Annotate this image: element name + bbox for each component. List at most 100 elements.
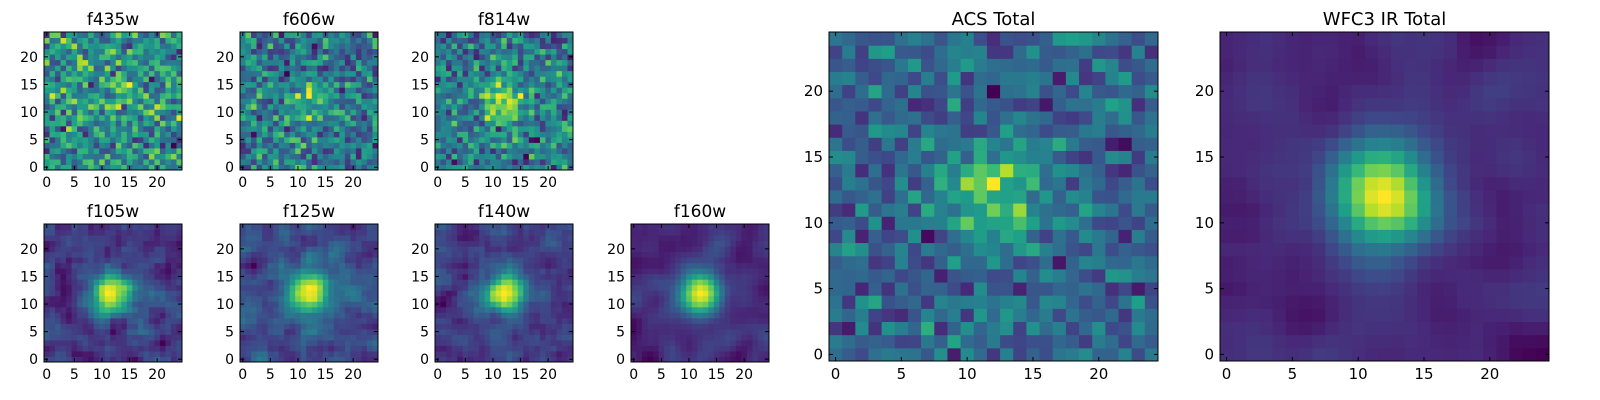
heatmap-cell — [245, 142, 252, 149]
panel-title: f814w — [478, 10, 530, 30]
heatmap-cell — [159, 81, 166, 88]
heatmap-cell — [741, 251, 748, 258]
heatmap-cell — [473, 147, 480, 154]
heatmap-cell — [1092, 242, 1106, 257]
heatmap-cell — [451, 323, 458, 330]
heatmap-cell — [245, 125, 252, 132]
heatmap-cell — [741, 295, 748, 302]
heatmap-cell — [350, 125, 357, 132]
heatmap-cell — [473, 48, 480, 55]
heatmap-cell — [251, 306, 258, 313]
heatmap-cell — [567, 92, 574, 99]
heatmap-cell — [110, 120, 117, 127]
heatmap-cell — [550, 114, 557, 121]
heatmap-cell — [669, 257, 676, 264]
x-tick-label: 20 — [344, 367, 362, 383]
heatmap-cell — [82, 164, 89, 171]
heatmap-cell — [446, 54, 453, 61]
heatmap-cell — [366, 131, 373, 138]
heatmap-cell — [159, 323, 166, 330]
heatmap-cell — [545, 235, 552, 242]
heatmap-cell — [653, 290, 660, 297]
heatmap-cell — [148, 284, 155, 291]
heatmap-cell — [251, 98, 258, 105]
heatmap-cell — [730, 350, 737, 357]
heatmap-cell — [251, 229, 258, 236]
heatmap-cell — [675, 301, 682, 308]
heatmap-cell — [333, 142, 340, 149]
heatmap-cell — [724, 273, 731, 280]
heatmap-cell — [154, 76, 161, 83]
heatmap-cell — [240, 268, 247, 275]
heatmap-cell — [88, 306, 95, 313]
heatmap-cell — [451, 54, 458, 61]
x-tick-label: 20 — [344, 175, 362, 191]
heatmap-cell — [556, 339, 563, 346]
heatmap-cell — [763, 240, 770, 247]
heatmap-cell — [344, 295, 351, 302]
heatmap-cell — [251, 323, 258, 330]
heatmap-cell — [143, 334, 150, 341]
x-tick-label: 5 — [461, 367, 470, 383]
heatmap-cell — [440, 48, 447, 55]
heatmap-cell — [88, 136, 95, 143]
heatmap-cell — [284, 317, 291, 324]
heatmap-cell — [88, 240, 95, 247]
heatmap-cell — [137, 147, 144, 154]
heatmap-cell — [934, 347, 948, 362]
heatmap-cell — [333, 131, 340, 138]
heatmap-cell — [567, 76, 574, 83]
heatmap-cell — [361, 312, 368, 319]
heatmap-cell — [484, 125, 491, 132]
heatmap-cell — [653, 235, 660, 242]
heatmap-cell — [752, 262, 759, 269]
heatmap-cell — [512, 273, 519, 280]
heatmap-cell — [523, 92, 530, 99]
heatmap-cell — [561, 235, 568, 242]
heatmap-cell — [361, 120, 368, 127]
heatmap-cell — [473, 317, 480, 324]
heatmap-cell — [829, 334, 843, 349]
heatmap-cell — [675, 345, 682, 352]
heatmap-cell — [126, 54, 133, 61]
heatmap-cell — [361, 339, 368, 346]
heatmap-cell — [1118, 189, 1133, 204]
heatmap-cell — [653, 301, 660, 308]
heatmap-cell — [534, 158, 541, 165]
heatmap-cell — [295, 350, 302, 357]
heatmap-cell — [110, 48, 117, 55]
heatmap-cell — [251, 59, 258, 66]
heatmap-cell — [328, 328, 335, 335]
heatmap-cell — [512, 37, 519, 44]
heatmap-cell — [295, 92, 302, 99]
heatmap-cell — [523, 59, 530, 66]
heatmap-cell — [468, 224, 475, 231]
heatmap-cell — [170, 306, 177, 313]
heatmap-cell — [484, 279, 491, 286]
heatmap-cell — [473, 345, 480, 352]
heatmap-cell — [126, 229, 133, 236]
heatmap-cell — [328, 246, 335, 253]
heatmap-cell — [842, 295, 856, 309]
heatmap-cell — [333, 87, 340, 94]
heatmap-cell — [317, 158, 324, 165]
heatmap-cell — [256, 240, 263, 247]
heatmap-cell — [506, 257, 513, 264]
heatmap-cell — [1039, 176, 1054, 191]
heatmap-cell — [110, 103, 117, 110]
heatmap-cell — [55, 164, 62, 171]
heatmap-cell — [77, 70, 84, 77]
heatmap-cell — [311, 334, 318, 341]
heatmap-cell — [60, 164, 67, 171]
heatmap-cell — [719, 273, 726, 280]
heatmap-cell — [71, 136, 78, 143]
heatmap-cell — [495, 328, 502, 335]
heatmap-cell — [132, 103, 139, 110]
heatmap-cell — [1013, 347, 1027, 362]
heatmap-cell — [517, 262, 524, 269]
heatmap-cell — [484, 246, 491, 253]
heatmap-cell — [104, 92, 111, 99]
heatmap-cell — [372, 131, 379, 138]
heatmap-cell — [278, 345, 285, 352]
heatmap-cell — [479, 70, 486, 77]
